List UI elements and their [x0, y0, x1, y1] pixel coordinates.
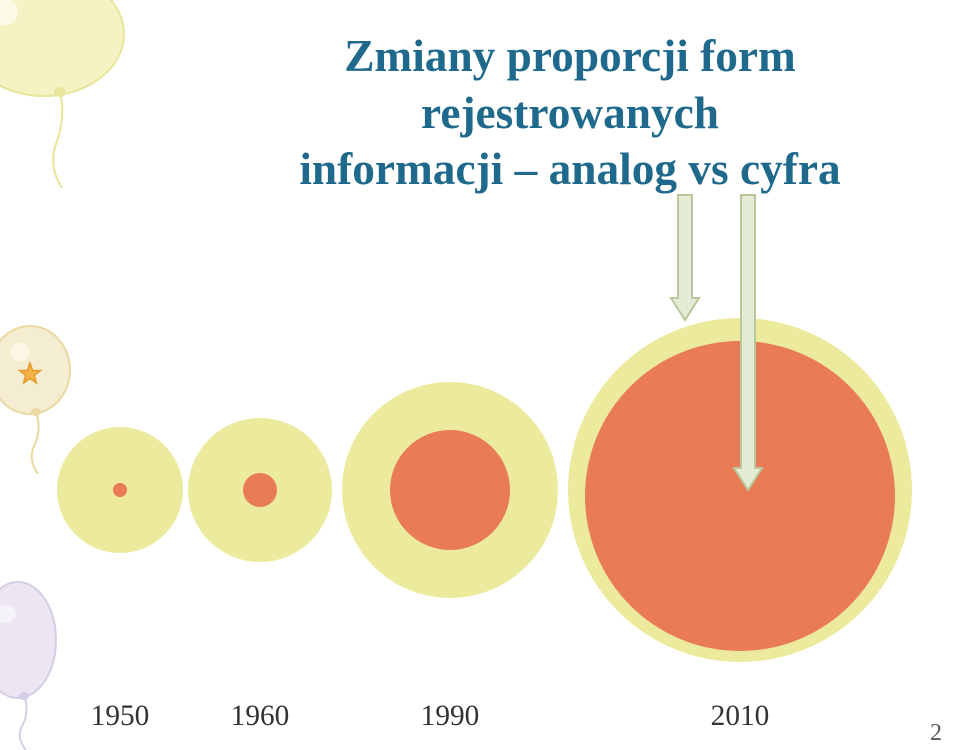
slide-title: Zmiany proporcji formrejestrowanychinfor… — [260, 28, 880, 198]
down-arrow — [671, 195, 699, 320]
title-line1: Zmiany proporcji form — [260, 28, 880, 85]
title-line3: informacji – analog vs cyfra — [260, 141, 880, 198]
year-label: 1950 — [91, 700, 150, 733]
year-label: 2010 — [711, 700, 770, 733]
down-arrow — [734, 195, 762, 490]
page: Zmiany proporcji formrejestrowanychinfor… — [0, 0, 960, 750]
title-line2: rejestrowanych — [260, 85, 880, 142]
year-label: 1990 — [421, 700, 480, 733]
page-number: 2 — [930, 720, 942, 747]
year-label: 1960 — [231, 700, 290, 733]
